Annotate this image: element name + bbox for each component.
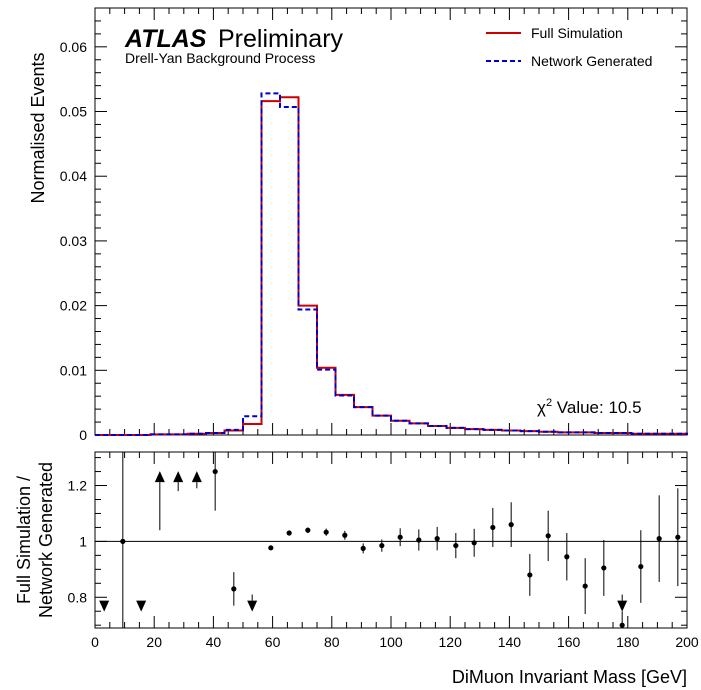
ratio-point bbox=[212, 468, 218, 475]
bottom-y-tick-label: 1 bbox=[79, 533, 87, 549]
off-scale-down-arrow bbox=[99, 600, 110, 612]
legend-label-full-simulation: Full Simulation bbox=[531, 25, 623, 41]
off-scale-up-arrow bbox=[173, 471, 184, 483]
top-y-ticks: 0 0.01 0.02 0.03 0.04 0.05 0.06 bbox=[60, 20, 687, 443]
off-scale-down-arrow bbox=[617, 600, 628, 612]
x-tick-label: 160 bbox=[557, 634, 581, 650]
full-simulation-histogram bbox=[95, 96, 688, 436]
chi-superscript: 2 bbox=[546, 397, 552, 409]
bottom-x-ticks: 0 20 40 60 80 100 120 140 160 180 200 bbox=[91, 452, 699, 650]
ratio-off-scale-markers bbox=[99, 471, 628, 612]
ratio-point bbox=[582, 583, 588, 589]
ratio-point bbox=[545, 533, 551, 539]
ratio-point bbox=[527, 572, 533, 578]
network-generated-histogram bbox=[95, 92, 688, 436]
ratio-points bbox=[120, 452, 681, 628]
ratio-point bbox=[601, 565, 607, 571]
top-y-tick-label: 0.06 bbox=[60, 39, 87, 55]
bottom-y-axis-label-line1: Full Simulation / bbox=[14, 476, 34, 604]
top-x-ticks bbox=[94, 8, 688, 435]
ratio-point bbox=[231, 586, 237, 592]
bottom-plot-frame bbox=[94, 451, 688, 629]
top-y-tick-label: 0.04 bbox=[60, 168, 87, 184]
ratio-point bbox=[656, 536, 662, 542]
ratio-point bbox=[286, 530, 292, 536]
ratio-point bbox=[323, 529, 329, 535]
x-tick-label: 200 bbox=[675, 634, 699, 650]
atlas-sublabel: Preliminary bbox=[218, 25, 344, 53]
top-y-tick-label: 0.03 bbox=[60, 233, 87, 249]
x-tick-label: 100 bbox=[379, 634, 403, 650]
x-tick-label: 60 bbox=[265, 634, 281, 650]
x-tick-label: 40 bbox=[206, 634, 222, 650]
off-scale-up-arrow bbox=[154, 471, 165, 483]
x-tick-label: 80 bbox=[324, 634, 340, 650]
ratio-point bbox=[490, 524, 496, 531]
ratio-point bbox=[379, 542, 385, 549]
x-tick-label: 140 bbox=[498, 634, 522, 650]
off-scale-down-arrow bbox=[247, 600, 258, 612]
ratio-point bbox=[397, 534, 403, 540]
top-panel: 0 0.01 0.02 0.03 0.04 0.05 0.06 Normalised Eve… bbox=[28, 7, 688, 443]
bottom-y-tick-label: 0.8 bbox=[68, 589, 88, 605]
chi-symbol: χ bbox=[537, 398, 546, 417]
ratio-point bbox=[360, 545, 366, 551]
process-subtitle: Drell-Yan Background Process bbox=[125, 50, 315, 66]
chi2-annotation: χ2 Value: 10.5 bbox=[537, 397, 642, 417]
ratio-point bbox=[434, 536, 440, 542]
bottom-panel: 0.8 1 1.2 0 20 40 60 80 100 120 140 160 180 200 Full… bbox=[14, 451, 699, 687]
chi2-value: Value: 10.5 bbox=[552, 398, 641, 417]
x-tick-label: 20 bbox=[146, 634, 162, 650]
off-scale-down-arrow bbox=[136, 600, 147, 612]
ratio-point bbox=[268, 545, 274, 551]
x-tick-label: 180 bbox=[616, 634, 640, 650]
ratio-point bbox=[619, 622, 625, 628]
top-y-tick-label: 0.02 bbox=[60, 298, 87, 314]
top-y-tick-label: 0 bbox=[79, 427, 87, 443]
atlas-label: ATLAS bbox=[124, 25, 207, 53]
top-y-tick-label: 0.05 bbox=[60, 104, 87, 120]
legend-label-network-generated: Network Generated bbox=[531, 53, 652, 69]
top-plot-frame bbox=[94, 7, 688, 436]
legend: Full Simulation Network Generated bbox=[486, 25, 652, 69]
x-tick-label: 0 bbox=[91, 634, 99, 650]
top-y-tick-label: 0.01 bbox=[60, 362, 87, 378]
ratio-point bbox=[508, 522, 514, 528]
ratio-point bbox=[453, 542, 459, 549]
x-tick-label: 120 bbox=[439, 634, 463, 650]
ratio-point bbox=[675, 534, 681, 540]
ratio-point bbox=[342, 532, 348, 538]
off-scale-up-arrow bbox=[191, 471, 202, 483]
ratio-point bbox=[564, 554, 570, 560]
x-axis-label: DiMuon Invariant Mass [GeV] bbox=[452, 667, 687, 687]
bottom-y-tick-label: 1.2 bbox=[68, 478, 88, 494]
ratio-point bbox=[416, 537, 422, 543]
bottom-y-axis-label-line2: Network Generated bbox=[36, 462, 56, 618]
bottom-y-ticks: 0.8 1 1.2 bbox=[68, 457, 687, 626]
ratio-point bbox=[471, 540, 477, 546]
ratio-point bbox=[638, 563, 644, 570]
top-y-axis-label: Normalised Events bbox=[28, 52, 48, 203]
ratio-point bbox=[120, 538, 126, 544]
ratio-point bbox=[305, 527, 311, 533]
